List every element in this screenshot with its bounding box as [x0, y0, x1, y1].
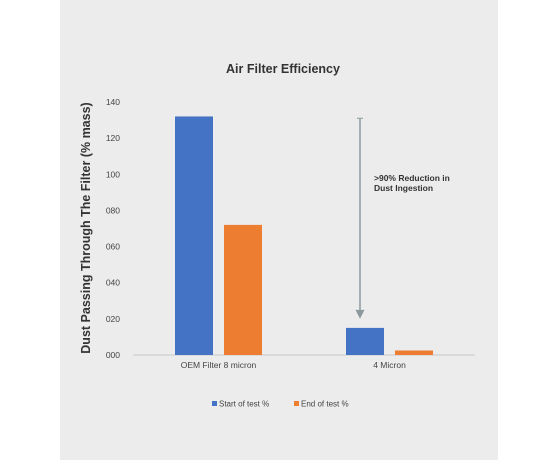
bar-end-1 — [395, 350, 433, 355]
legend-swatch — [212, 401, 217, 406]
bar-end-0 — [224, 224, 262, 355]
chart-title: Air Filter Efficiency — [226, 62, 340, 76]
legend-swatch — [294, 401, 299, 406]
y-tick-label: 000 — [106, 350, 120, 360]
x-axis-ticks: OEM Filter 8 micron 4 Micron — [181, 360, 406, 370]
legend-label: Start of test % — [219, 400, 269, 409]
y-tick-label: 080 — [106, 205, 120, 215]
bars-group — [175, 116, 433, 355]
y-axis-label: Dust Passing Through The Filter (% mass) — [79, 102, 93, 353]
bar-start-0 — [175, 116, 213, 355]
chart-panel — [60, 0, 498, 460]
bar-start-1 — [346, 327, 384, 355]
arrow-head — [355, 309, 365, 319]
y-tick-label: 020 — [106, 314, 120, 324]
y-tick-label: 040 — [106, 278, 120, 288]
y-tick-label: 060 — [106, 242, 120, 252]
y-tick-label: 100 — [106, 169, 120, 179]
legend: Start of test % End of test % — [212, 400, 349, 409]
y-tick-label: 140 — [106, 97, 120, 107]
annotation-text: >90% Reduction in — [374, 173, 450, 183]
annotation-text: Dust Ingestion — [374, 183, 433, 193]
x-tick-label: OEM Filter 8 micron — [181, 360, 257, 370]
y-tick-label: 120 — [106, 133, 120, 143]
legend-label: End of test % — [301, 400, 349, 409]
x-tick-label: 4 Micron — [373, 360, 406, 370]
y-axis-ticks: 000 020 040 060 080 100 120 140 — [106, 97, 120, 360]
